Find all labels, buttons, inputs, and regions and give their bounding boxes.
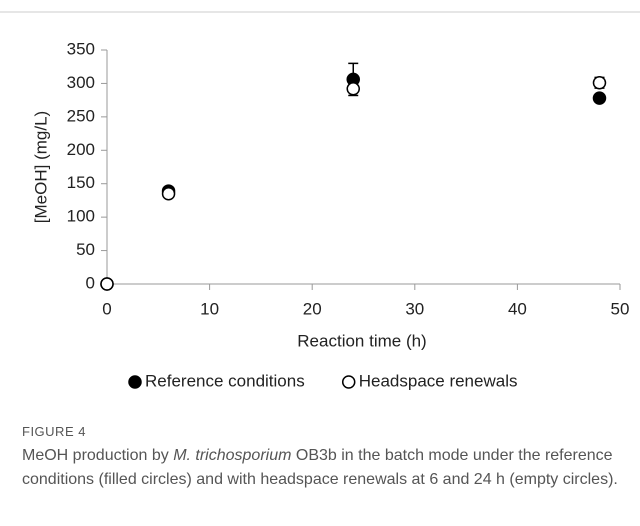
- chart: Reaction time (h) [MeOH] (mg/L) 05010015…: [0, 11, 640, 390]
- point: [592, 91, 607, 105]
- y-tick-label: 300: [67, 73, 95, 92]
- y-tick-label: 0: [86, 273, 95, 292]
- x-tick-label: 40: [508, 299, 527, 318]
- caption-text: OB3b in the batch mode under the referen…: [22, 447, 618, 488]
- x-tick-label: 50: [611, 299, 630, 318]
- y-tick-label: 350: [67, 39, 95, 58]
- x-tick-label: 30: [405, 299, 424, 318]
- x-tick-label: 20: [303, 299, 322, 318]
- legend-marker: [341, 375, 356, 389]
- caption-species: M. trichosporium: [173, 447, 292, 464]
- x-tick-label: 10: [200, 299, 219, 318]
- y-axis-label: [MeOH] (mg/L): [31, 111, 50, 223]
- caption: MeOH production by M. trichosporium OB3b…: [22, 444, 622, 492]
- y-tick-label: 50: [76, 240, 95, 259]
- point: [346, 82, 360, 96]
- legend-label: Headspace renewals: [359, 371, 518, 390]
- legend-label: Reference conditions: [145, 371, 305, 390]
- x-axis-label: Reaction time (h): [297, 331, 426, 350]
- y-tick-label: 100: [67, 207, 95, 226]
- y-tick-label: 250: [67, 106, 95, 125]
- caption-text: MeOH production by: [22, 447, 174, 464]
- y-tick-label: 200: [67, 140, 95, 159]
- y-tick-label: 150: [67, 173, 95, 192]
- point: [592, 76, 607, 90]
- caption-label: FIGURE 4: [22, 424, 86, 439]
- point: [161, 186, 176, 201]
- point: [100, 277, 114, 291]
- legend-marker: [128, 375, 142, 389]
- x-tick-label: 0: [102, 299, 111, 318]
